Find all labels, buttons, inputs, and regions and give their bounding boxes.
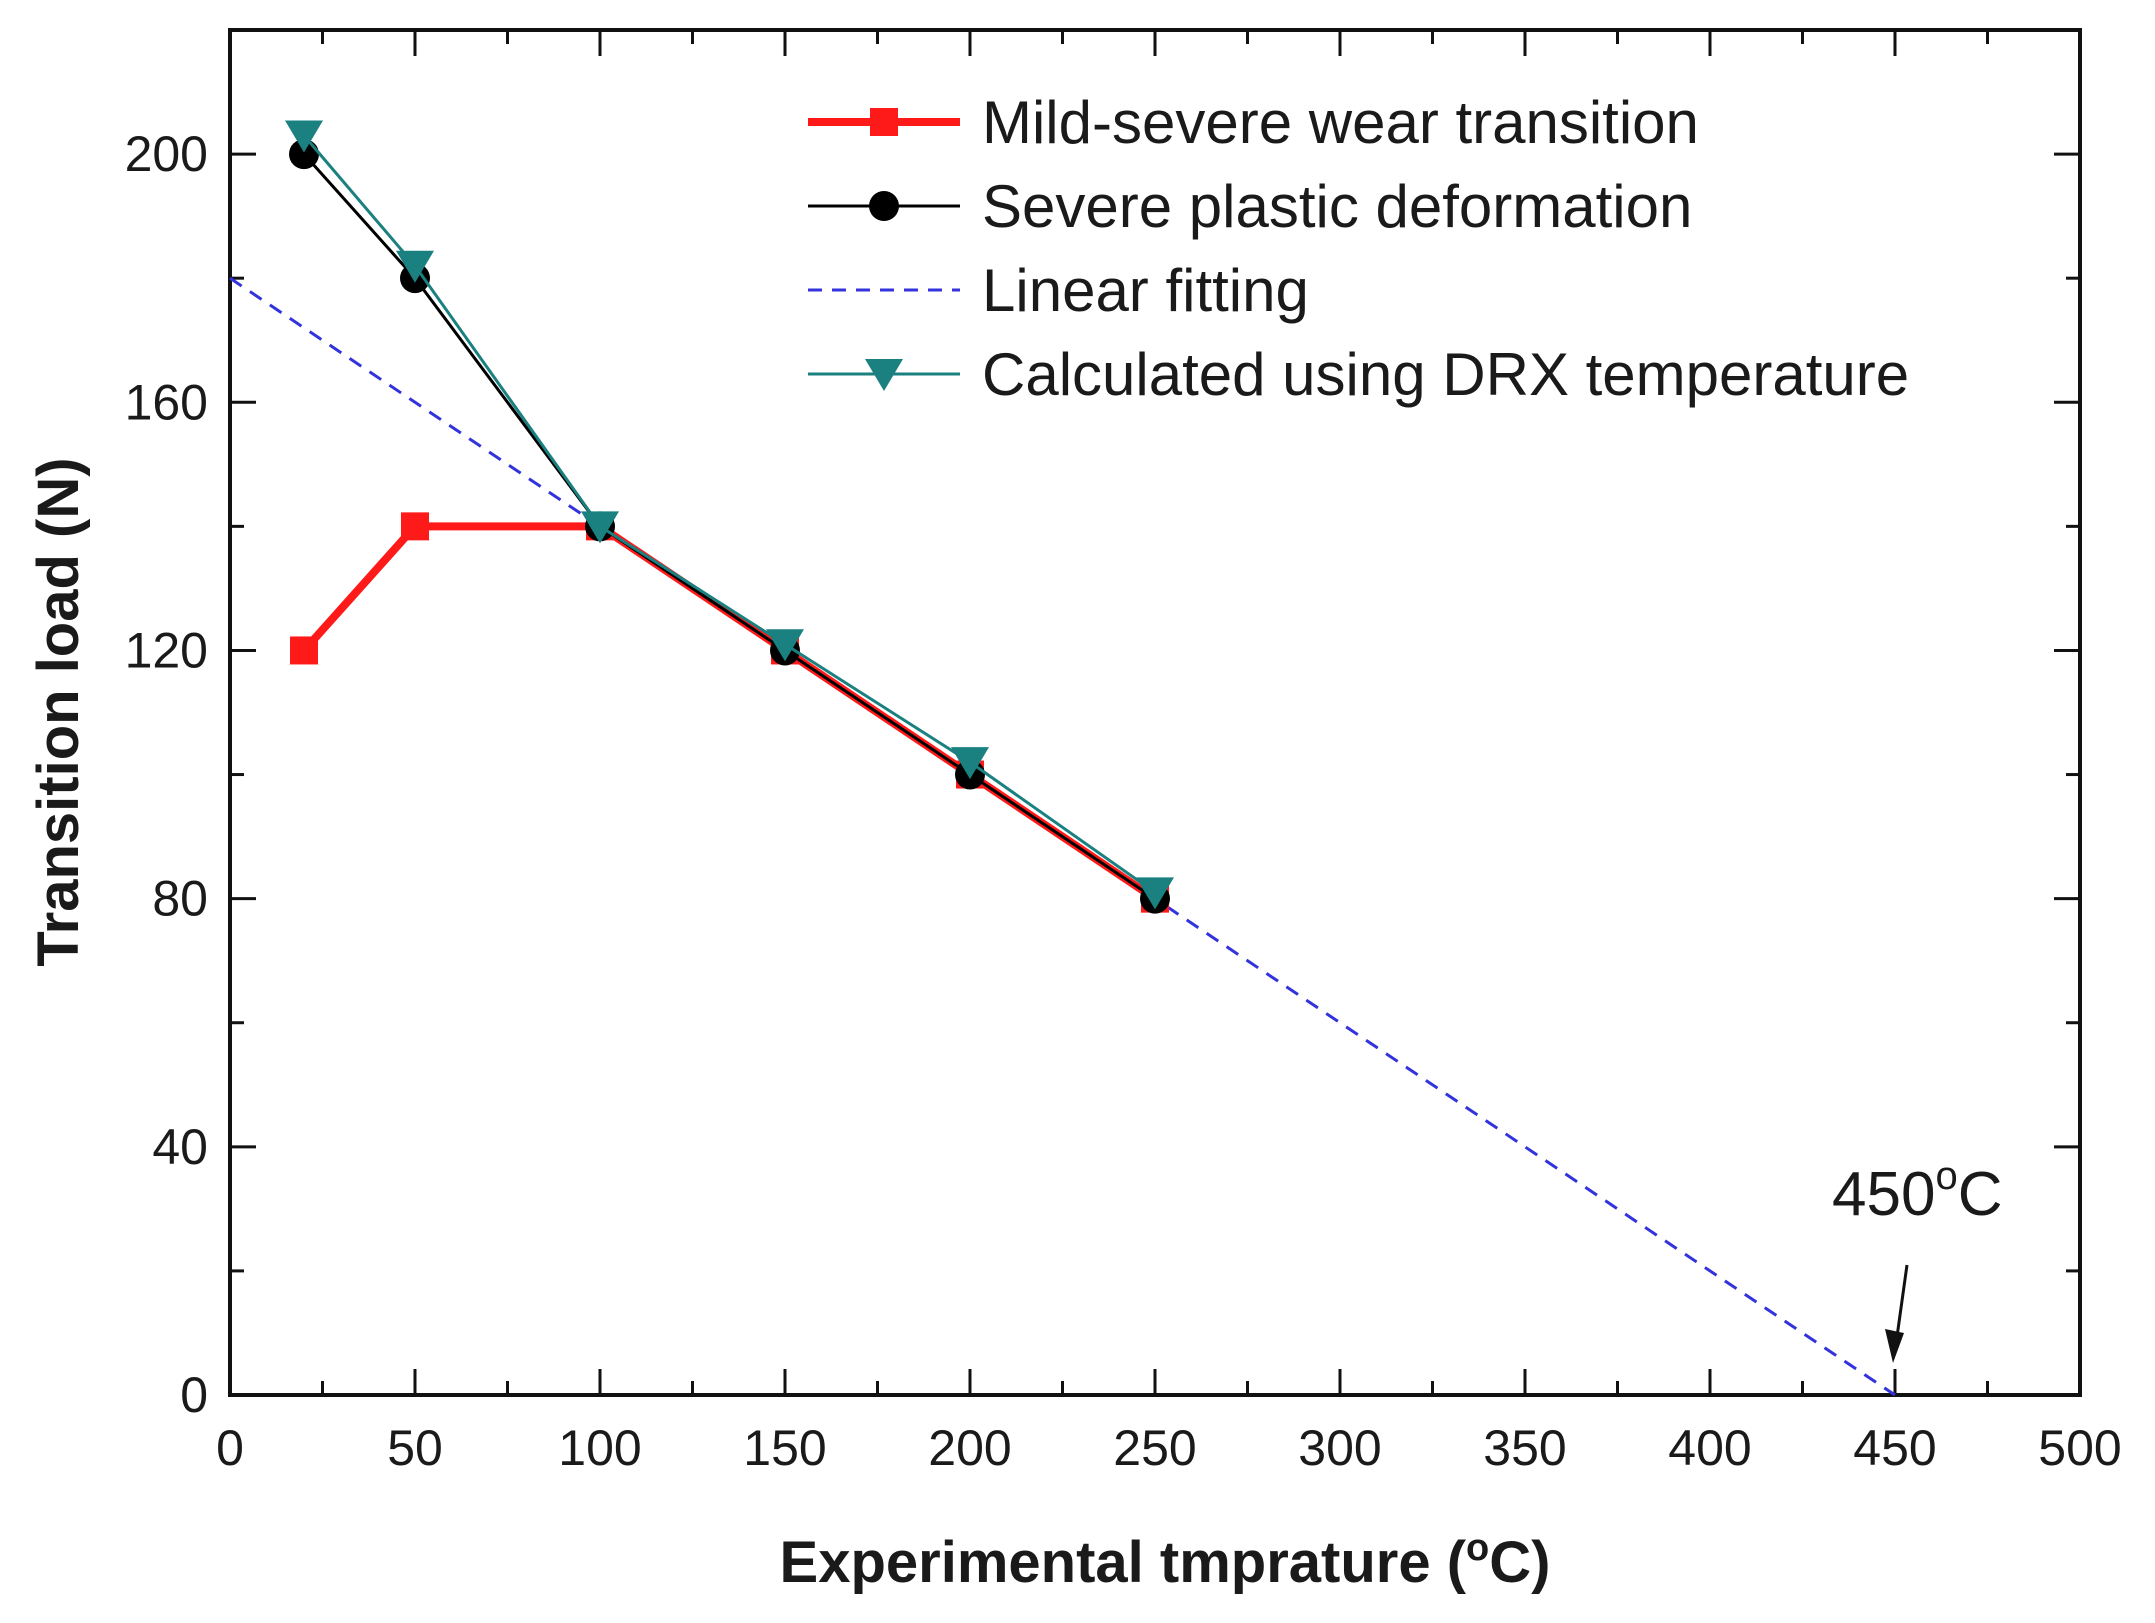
x-axis-title-tail: C) bbox=[1489, 1530, 1550, 1595]
data-point-mild-severe-wear-transition bbox=[401, 512, 429, 541]
x-tick-label: 400 bbox=[1668, 1420, 1751, 1476]
annotation-450: 450oC bbox=[1832, 1154, 2002, 1363]
annotation-sup: o bbox=[1935, 1154, 1957, 1198]
annotation-arrow-head bbox=[1885, 1329, 1904, 1363]
x-tick-label: 250 bbox=[1113, 1420, 1196, 1476]
y-tick-label: 160 bbox=[125, 374, 208, 430]
data-point-calculated-using-drx-temperature bbox=[1136, 877, 1174, 910]
legend-label-mild-severe-wear-transition: Mild-severe wear transition bbox=[982, 89, 1699, 156]
series-line-mild-severe-wear-transition bbox=[301, 522, 1158, 902]
axis-ticks bbox=[228, 30, 2082, 1397]
tick-labels: 0 50 100 150 200 250 300 350 400 450 500 0 40 80 120 16… bbox=[125, 126, 2122, 1476]
x-axis-title: Experimental tmprature (oC) bbox=[780, 1527, 1551, 1595]
x-tick-label: 350 bbox=[1483, 1420, 1566, 1476]
series-mild-severe-wear-transition bbox=[290, 512, 1169, 913]
data-point-calculated-using-drx-temperature bbox=[766, 629, 804, 662]
legend-label-linear-fitting: Linear fitting bbox=[982, 257, 1309, 324]
data-point-calculated-using-drx-temperature bbox=[396, 250, 434, 283]
series-calculated-using-drx-temperature bbox=[285, 120, 1174, 910]
annotation-label: 450oC bbox=[1832, 1154, 2002, 1229]
x-tick-label: 0 bbox=[216, 1420, 244, 1476]
y-axis-title: Transition load (N) bbox=[26, 457, 91, 966]
x-tick-label: 150 bbox=[743, 1420, 826, 1476]
series-line-calculated-using-drx-temperature bbox=[302, 134, 1156, 894]
data-point-mild-severe-wear-transition bbox=[290, 636, 318, 665]
y-tick-label: 120 bbox=[125, 622, 208, 678]
x-axis-title-main: Experimental tmprature ( bbox=[780, 1530, 1467, 1595]
data-point-calculated-using-drx-temperature bbox=[285, 120, 323, 153]
x-tick-label: 200 bbox=[928, 1420, 1011, 1476]
legend: Mild-severe wear transition Severe plasti… bbox=[808, 89, 1909, 408]
data-point-calculated-using-drx-temperature bbox=[581, 511, 619, 544]
series-line-severe-plastic-deformation bbox=[302, 153, 1156, 900]
y-tick-label: 0 bbox=[180, 1367, 208, 1423]
y-tick-label: 200 bbox=[125, 126, 208, 182]
x-tick-label: 450 bbox=[1853, 1420, 1936, 1476]
y-tick-label: 80 bbox=[152, 871, 208, 927]
annotation-value: 450 bbox=[1832, 1160, 1935, 1229]
legend-marker-calculated-using-drx-temperature bbox=[865, 359, 903, 391]
y-tick-label: 40 bbox=[152, 1119, 208, 1175]
series-layer bbox=[229, 120, 1896, 1397]
x-tick-label: 100 bbox=[558, 1420, 641, 1476]
x-tick-label: 300 bbox=[1298, 1420, 1381, 1476]
annotation-tail: C bbox=[1958, 1160, 2003, 1229]
x-tick-label: 50 bbox=[387, 1420, 443, 1476]
x-axis-title-sup: o bbox=[1466, 1527, 1489, 1569]
legend-label-severe-plastic-deformation: Severe plastic deformation bbox=[982, 173, 1692, 240]
legend-marker-severe-plastic-deformation bbox=[869, 191, 899, 221]
legend-marker-mild-severe-wear-transition bbox=[870, 108, 898, 136]
legend-label-calculated-using-drx-temperature: Calculated using DRX temperature bbox=[982, 341, 1909, 408]
data-point-calculated-using-drx-temperature bbox=[951, 747, 989, 780]
x-tick-label: 500 bbox=[2038, 1420, 2121, 1476]
